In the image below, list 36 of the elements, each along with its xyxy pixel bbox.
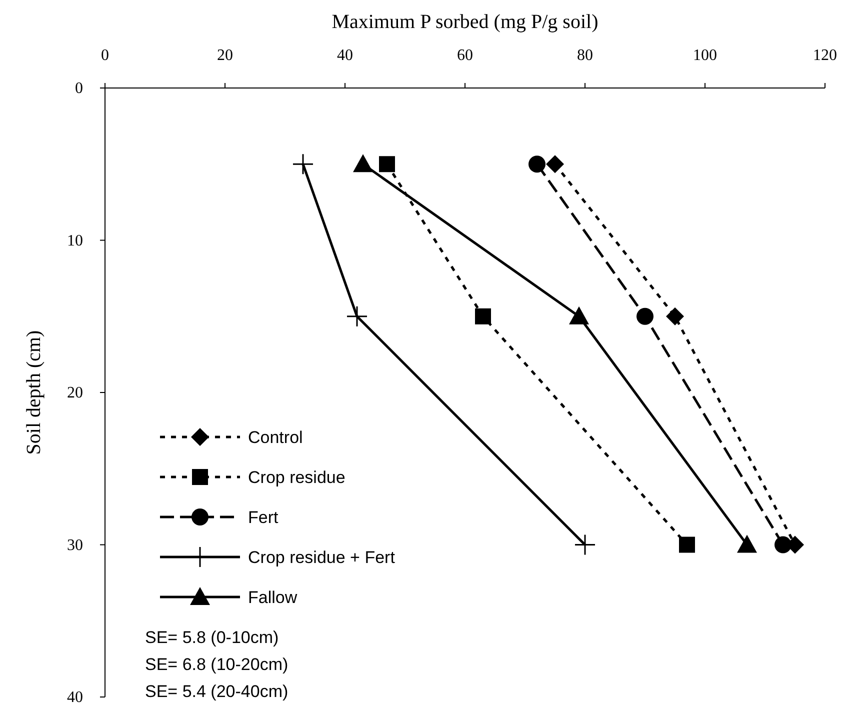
legend-label: Fallow <box>248 588 298 607</box>
point <box>346 306 368 328</box>
legend-label: Fert <box>248 508 278 527</box>
y-axis-title: Soil depth (cm) <box>23 330 45 455</box>
y-tick-label: 20 <box>67 384 83 402</box>
x-tick-label: 100 <box>693 47 717 64</box>
point <box>353 154 373 172</box>
point <box>679 536 695 553</box>
y-tick-label: 30 <box>67 536 83 554</box>
point <box>292 153 314 175</box>
annotation: SE= 5.8 (0-10cm) <box>145 628 279 647</box>
legend-label: Crop residue + Fert <box>248 548 396 567</box>
x-tick-label: 120 <box>813 47 837 64</box>
annotation: SE= 5.4 (20-40cm) <box>145 682 288 701</box>
x-axis-title: Maximum P sorbed (mg P/g soil) <box>332 11 598 33</box>
y-tick-label: 10 <box>67 232 83 250</box>
x-tick-label: 80 <box>577 47 593 64</box>
point <box>574 534 596 556</box>
point <box>379 156 395 172</box>
point <box>666 307 684 326</box>
point <box>546 155 564 174</box>
point <box>636 308 654 325</box>
annotation: SE= 6.8 (10-20cm) <box>145 655 288 674</box>
x-tick-label: 20 <box>217 47 233 64</box>
y-tick-label: 0 <box>75 80 83 97</box>
point <box>774 536 792 554</box>
legend-label: Crop residue <box>248 468 346 487</box>
x-tick-label: 40 <box>337 47 353 64</box>
point <box>569 306 589 324</box>
point <box>475 308 491 324</box>
legend-label: Control <box>248 428 303 447</box>
y-tick-label: 40 <box>67 689 83 706</box>
x-tick-label: 60 <box>457 47 473 64</box>
x-tick-label: 0 <box>101 47 109 64</box>
point <box>737 534 757 553</box>
point <box>528 156 546 173</box>
